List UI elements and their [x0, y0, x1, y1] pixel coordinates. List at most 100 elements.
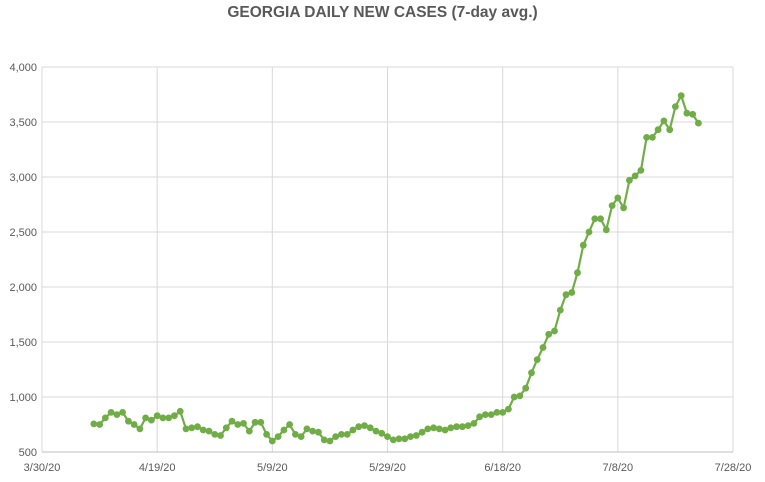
data-point	[654, 126, 662, 134]
data-point	[562, 291, 570, 299]
data-point	[292, 431, 299, 438]
data-point	[188, 424, 196, 432]
data-point	[453, 423, 460, 431]
data-point	[695, 119, 702, 127]
data-point	[499, 409, 507, 416]
data-point	[620, 204, 627, 212]
data-point	[268, 437, 276, 445]
data-point	[389, 436, 397, 444]
data-point	[96, 421, 103, 428]
data-point	[447, 424, 455, 432]
data-point	[522, 384, 530, 392]
data-point	[309, 427, 316, 435]
y-tick-label: 3,000	[9, 172, 37, 184]
data-point	[384, 433, 391, 440]
data-point	[257, 418, 265, 426]
data-point	[660, 117, 668, 125]
y-tick-label: 1,500	[9, 337, 37, 349]
data-point	[614, 194, 622, 202]
series-line	[93, 94, 700, 443]
data-point	[263, 431, 270, 438]
data-point	[199, 426, 207, 434]
x-tick-label: 6/18/20	[484, 462, 521, 474]
data-point	[176, 407, 184, 415]
data-point	[107, 409, 115, 416]
data-point	[510, 393, 518, 401]
data-point	[666, 126, 674, 134]
data-point	[482, 411, 489, 418]
data-point	[332, 433, 340, 440]
data-point	[493, 409, 501, 416]
data-point	[579, 241, 587, 249]
data-point	[412, 432, 420, 439]
data-point	[245, 427, 253, 435]
data-point	[574, 269, 581, 277]
y-tick-label: 2,500	[9, 227, 37, 239]
data-point	[142, 414, 150, 422]
data-point	[326, 437, 334, 445]
data-point	[505, 405, 512, 413]
data-point	[355, 423, 363, 431]
y-tick-label: 1,000	[9, 392, 37, 404]
data-point	[228, 417, 236, 425]
data-point	[366, 424, 374, 432]
data-point	[591, 215, 599, 223]
data-point	[165, 414, 173, 422]
data-point	[556, 306, 564, 314]
data-point	[378, 429, 386, 437]
y-tick-label: 500	[19, 447, 37, 459]
data-point	[516, 392, 524, 400]
data-point	[130, 421, 138, 428]
data-point	[361, 422, 368, 429]
data-point	[545, 330, 553, 338]
data-point	[315, 428, 322, 436]
data-point	[631, 172, 639, 180]
data-point	[124, 417, 132, 425]
data-point	[626, 176, 633, 184]
data-point	[297, 433, 305, 440]
x-tick-label: 5/9/20	[257, 462, 288, 474]
x-tick-label: 7/8/20	[603, 462, 634, 474]
data-point	[205, 427, 213, 435]
y-tick-label: 2,000	[9, 282, 37, 294]
data-point	[551, 327, 558, 335]
data-point	[643, 134, 650, 141]
data-point	[90, 420, 98, 428]
data-point	[608, 202, 616, 210]
data-point	[159, 414, 167, 422]
x-tick-label: 3/30/20	[24, 462, 61, 474]
data-point	[303, 425, 311, 433]
data-point	[343, 431, 351, 438]
data-point	[251, 418, 259, 426]
data-point	[407, 433, 414, 440]
data-point	[372, 427, 380, 435]
data-point	[459, 423, 466, 431]
data-point	[568, 289, 576, 296]
data-point	[349, 426, 357, 434]
data-point	[528, 369, 535, 377]
data-point	[136, 425, 144, 433]
data-point	[637, 167, 645, 174]
data-point	[222, 424, 230, 432]
data-point	[286, 421, 293, 428]
data-point	[418, 428, 426, 436]
data-point	[476, 413, 483, 421]
data-point	[533, 356, 541, 363]
x-tick-label: 7/28/20	[715, 462, 752, 474]
data-point	[435, 425, 443, 433]
data-point	[464, 422, 472, 429]
data-point	[683, 109, 691, 117]
x-tick-label: 5/29/20	[369, 462, 406, 474]
data-point	[113, 411, 121, 418]
data-point	[153, 412, 161, 420]
data-point	[240, 420, 247, 427]
data-point	[441, 426, 449, 434]
data-point	[470, 420, 478, 427]
data-point	[119, 409, 126, 416]
y-tick-label: 4,000	[9, 62, 37, 74]
data-point	[320, 436, 328, 444]
data-point	[338, 431, 345, 438]
data-point	[148, 416, 155, 424]
data-point	[487, 411, 495, 418]
